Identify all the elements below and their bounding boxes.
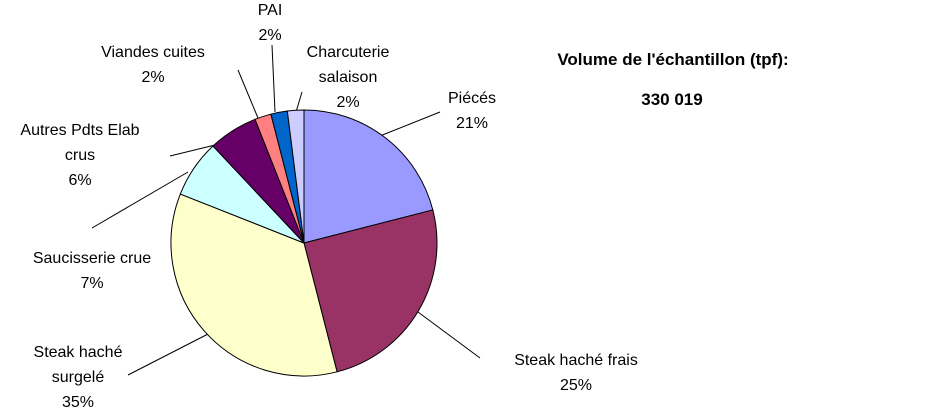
pie-slice [286,109,305,244]
slice-label: Charcuterie salaison 2% [293,40,403,115]
slice-label: Steak haché surgelé 35% [18,340,138,412]
value-label: 21% [455,115,489,132]
category-label: Steak haché surgelé [33,344,123,386]
leader-line [271,44,276,113]
leader-line [127,332,211,376]
value-label: 35% [61,394,95,411]
category-label: PAI [257,2,283,19]
pie-slice [303,109,434,244]
slice-label: Viandes cuites 2% [83,40,223,90]
value-label: 25% [559,377,593,394]
slice-label: Autres Pdts Elab crus 6% [10,118,150,193]
pie-slice [170,193,338,377]
leader-line [91,171,189,229]
value-label: 6% [68,172,92,189]
leader-line [237,69,259,119]
leader-lines [91,44,481,376]
slice-label: Saucisserie crue 7% [12,246,172,296]
annotation-title: Volume de l'échantillon (tpf): [557,50,789,69]
category-label: Charcuterie salaison [306,44,390,86]
category-label: Viandes cuites [101,44,205,61]
leader-line [295,91,303,113]
annotation-value: 330 019 [641,90,703,109]
value-label: 2% [141,69,165,86]
value-label: 7% [80,275,104,292]
category-label: Steak haché frais [514,352,638,369]
category-label: Autres Pdts Elab crus [20,122,140,164]
leader-line [169,144,216,157]
category-label: Saucisserie crue [32,250,152,267]
slice-label: Steak haché frais 25% [486,348,666,398]
leader-line [379,111,441,137]
value-label: 2% [258,27,282,44]
leader-line [417,311,481,359]
pie-slice [303,209,438,373]
slice-label: PAI 2% [230,0,310,48]
value-label: 2% [336,94,360,111]
slice-label: Piécés 21% [412,86,532,136]
category-label: Piécés [447,90,497,107]
